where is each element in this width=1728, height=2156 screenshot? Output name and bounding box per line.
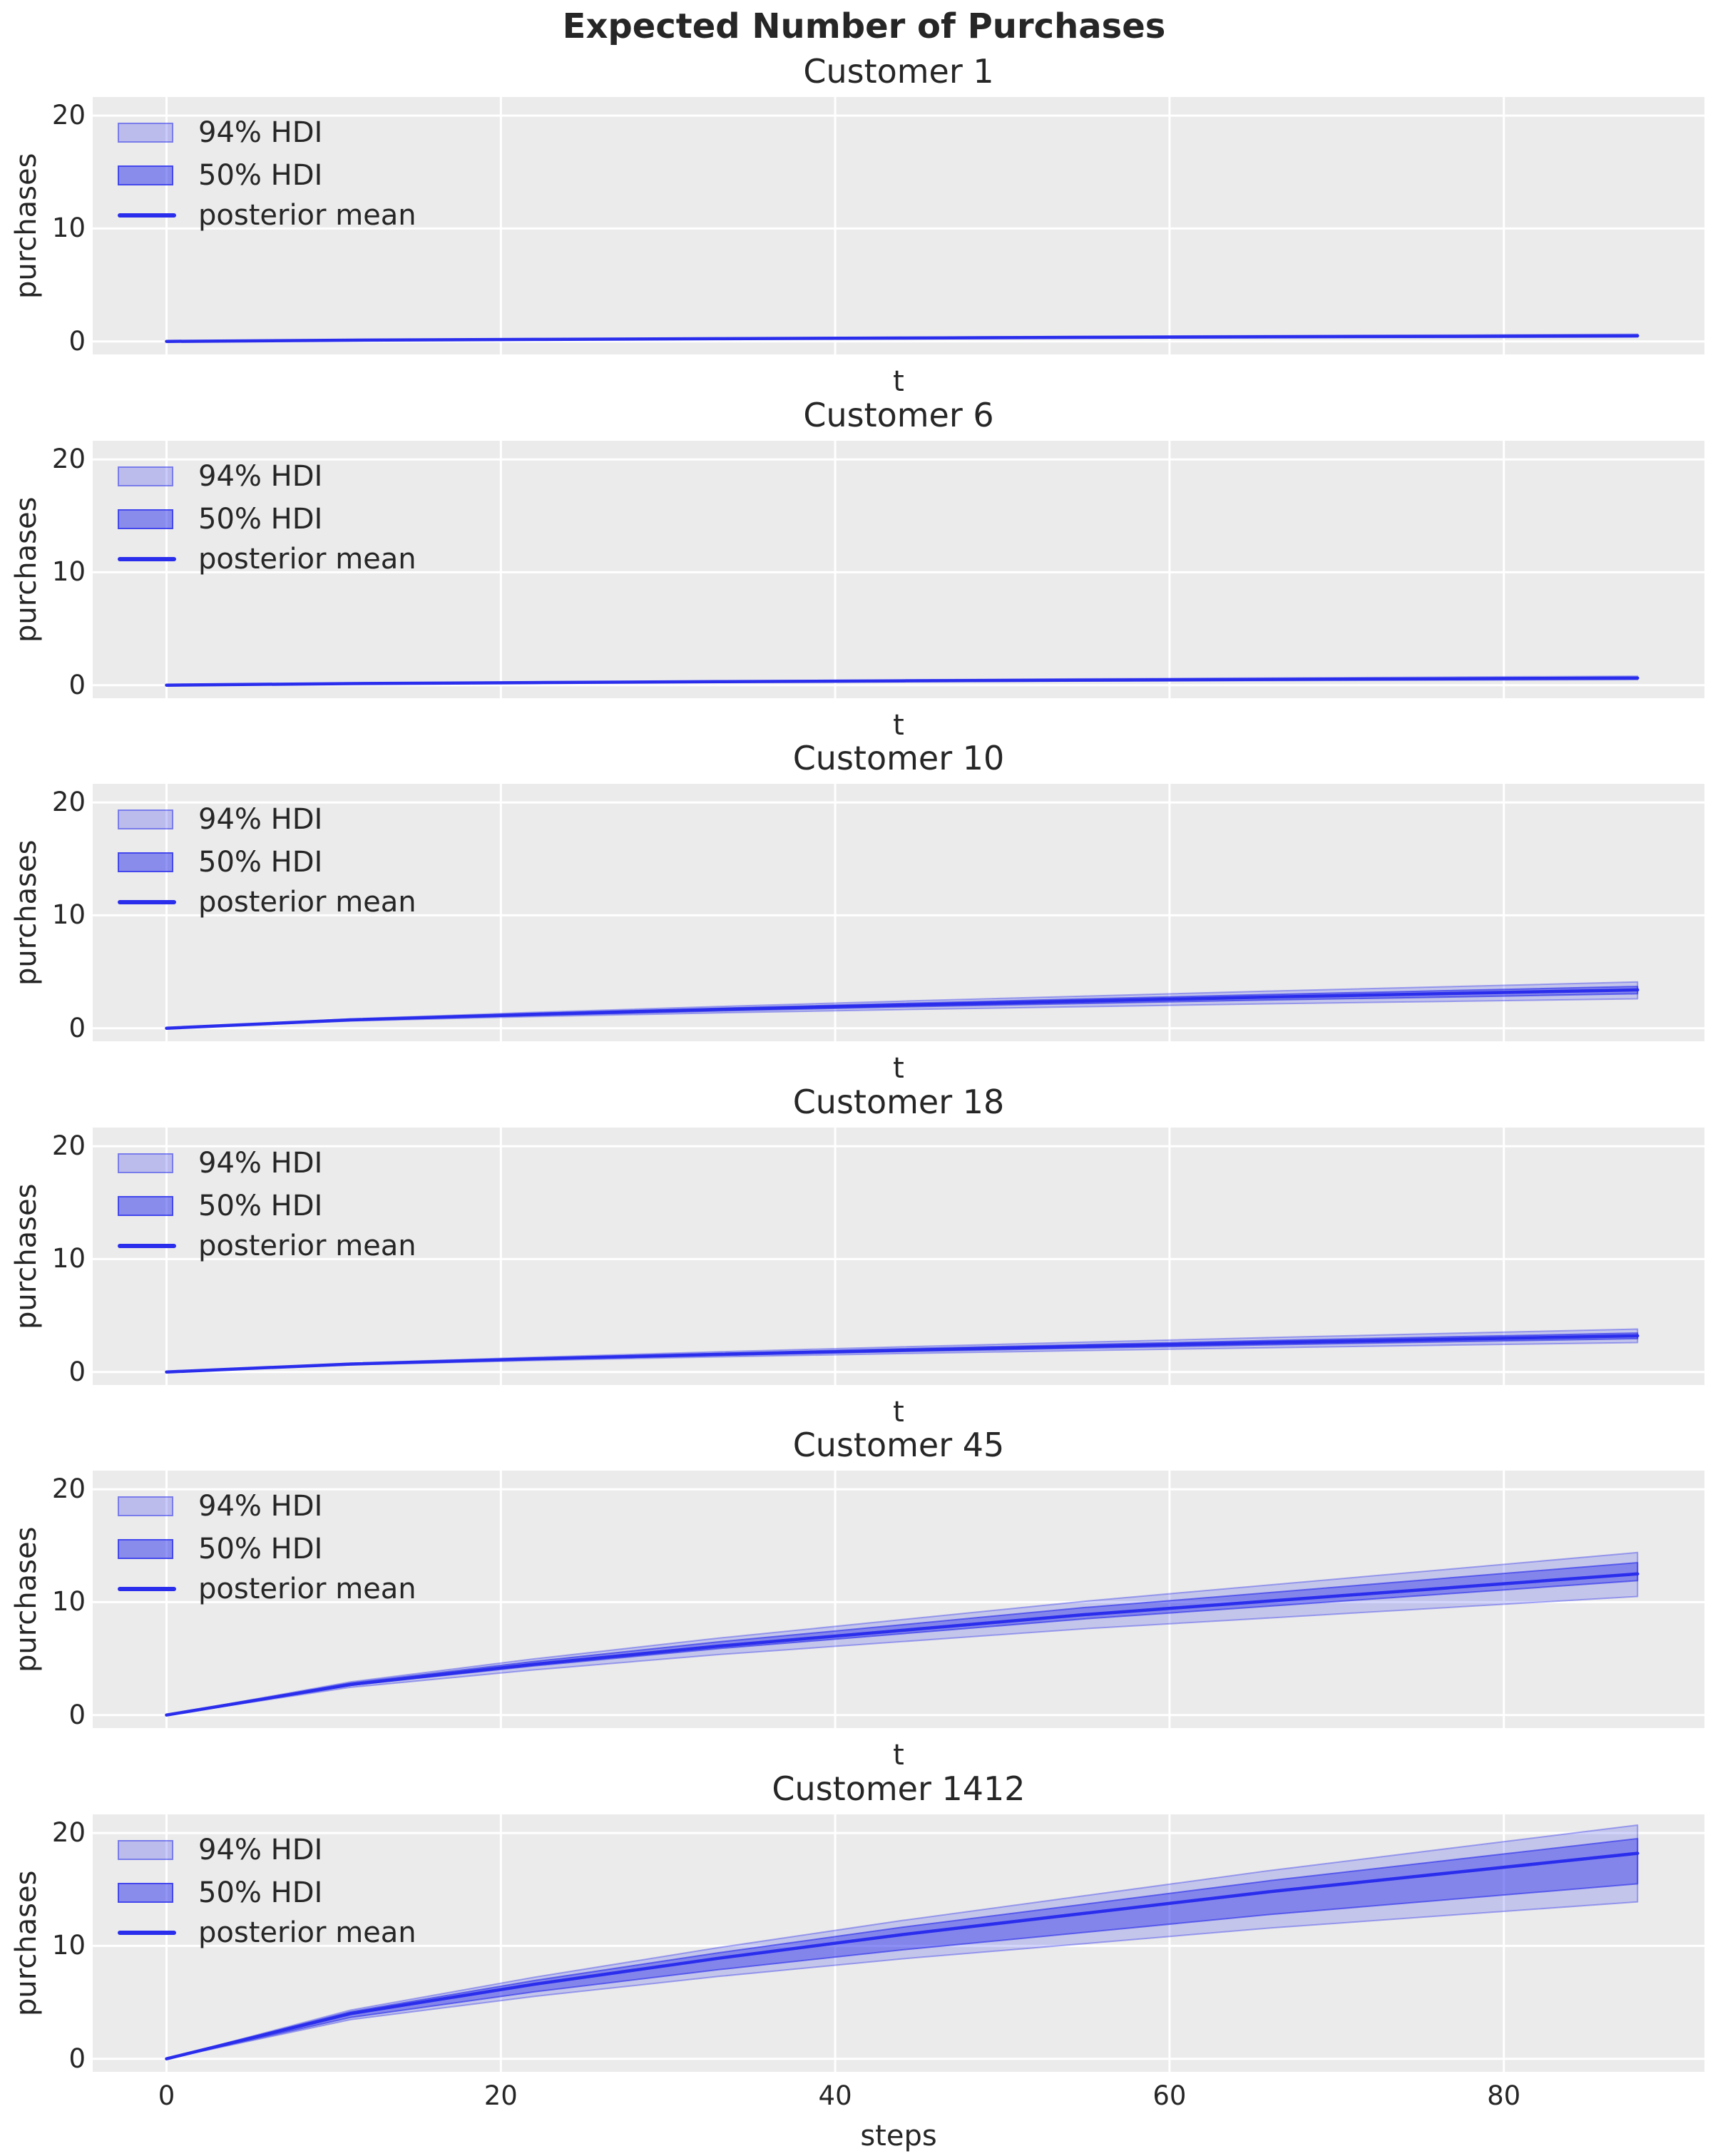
mean-line-swatch — [118, 1587, 176, 1591]
x-axis-label: steps — [860, 2120, 937, 2152]
subplot-title: Customer 45 — [792, 1426, 1005, 1464]
legend-label: 50% HDI — [198, 503, 323, 536]
y-tick-label: 10 — [51, 556, 86, 588]
legend-label: posterior mean — [198, 886, 416, 919]
legend-label: posterior mean — [198, 1916, 416, 1949]
y-tick-label: 20 — [51, 444, 86, 475]
panel-background — [93, 441, 1704, 698]
panel-background — [93, 1471, 1704, 1728]
legend-label: 50% HDI — [198, 1533, 323, 1565]
figure-title: Expected Number of Purchases — [562, 6, 1166, 46]
x-axis-label: t — [893, 365, 904, 398]
y-tick-label: 20 — [51, 787, 86, 818]
y-tick-label: 10 — [51, 899, 86, 931]
y-tick-label: 10 — [51, 213, 86, 244]
posterior-mean-line — [165, 676, 1640, 687]
legend-label: 94% HDI — [198, 460, 323, 493]
plot-area — [93, 784, 1704, 1041]
subplot-customer-4: Customer 18 purchases 0 10 20 94% HDI 50% HDI p… — [0, 1080, 1728, 1429]
panel-background — [93, 784, 1704, 1041]
hdi50-swatch — [118, 852, 173, 872]
y-tick-label: 0 — [68, 1699, 86, 1730]
legend-label: 50% HDI — [198, 1876, 323, 1909]
subplot-title: Customer 1412 — [772, 1769, 1026, 1808]
y-tick-label: 0 — [68, 325, 86, 357]
hdi50-swatch — [118, 165, 173, 185]
hdi50-swatch — [118, 509, 173, 529]
x-tick-label: 60 — [1152, 2080, 1187, 2111]
y-tick-label: 20 — [51, 1817, 86, 1849]
hdi94-swatch — [118, 466, 173, 486]
y-tick-label: 10 — [51, 1243, 86, 1274]
x-tick-label: 0 — [158, 2080, 175, 2111]
posterior-mean-line — [165, 1572, 1640, 1717]
subplot-title: Customer 6 — [803, 396, 994, 434]
posterior-mean-line — [165, 1334, 1640, 1374]
y-tick-label: 10 — [51, 1930, 86, 1961]
panel-background — [93, 97, 1704, 354]
y-tick-label: 0 — [68, 669, 86, 700]
y-tick-label: 0 — [68, 2043, 86, 2074]
posterior-mean-line — [165, 334, 1640, 343]
plot-area — [93, 1471, 1704, 1728]
hdi94-swatch — [118, 809, 173, 829]
x-axis-label: t — [893, 1052, 904, 1085]
subplot-title: Customer 18 — [792, 1083, 1005, 1121]
y-tick-label: 20 — [51, 1473, 86, 1505]
legend-label: posterior mean — [198, 1573, 416, 1605]
mean-line-swatch — [118, 900, 176, 904]
legend-label: 94% HDI — [198, 1147, 323, 1180]
x-tick-label: 40 — [818, 2080, 852, 2111]
subplot-customer-3: Customer 10 purchases 0 10 20 94% HDI 50% HDI p… — [0, 737, 1728, 1085]
legend-label: posterior mean — [198, 543, 416, 576]
hdi94-swatch — [118, 1153, 173, 1173]
hdi50-band — [165, 1838, 1639, 2060]
plot-area — [93, 97, 1704, 354]
mean-line-swatch — [118, 1244, 176, 1248]
plot-area — [93, 1128, 1704, 1385]
legend-label: 94% HDI — [198, 1490, 323, 1523]
hdi50-swatch — [118, 1196, 173, 1216]
subplot-title: Customer 10 — [792, 739, 1005, 777]
x-tick-label: 80 — [1487, 2080, 1521, 2111]
legend-label: posterior mean — [198, 199, 416, 232]
hdi94-swatch — [118, 1496, 173, 1516]
y-tick-label: 10 — [51, 1586, 86, 1618]
legend-label: 50% HDI — [198, 1190, 323, 1222]
plot-area — [93, 441, 1704, 698]
hdi50-swatch — [118, 1539, 173, 1559]
y-tick-label: 20 — [51, 1130, 86, 1162]
legend-label: 50% HDI — [198, 846, 323, 879]
panel-background — [93, 1814, 1704, 2072]
legend-label: 50% HDI — [198, 159, 323, 192]
subplot-customer-1: Customer 1 purchases 0 10 20 94% HDI 50% HDI po… — [0, 50, 1728, 398]
posterior-mean-line — [165, 1851, 1640, 2060]
legend-label: 94% HDI — [198, 1834, 323, 1866]
y-tick-label: 20 — [51, 100, 86, 131]
subplot-title: Customer 1 — [803, 52, 994, 91]
subplot-customer-5: Customer 45 purchases 0 10 20 94% HDI 50% HDI p… — [0, 1424, 1728, 1772]
plot-area — [93, 1814, 1704, 2072]
legend-label: 94% HDI — [198, 116, 323, 149]
x-axis-label: t — [893, 1396, 904, 1429]
hdi94-swatch — [118, 123, 173, 143]
hdi94-swatch — [118, 1840, 173, 1860]
hdi50-swatch — [118, 1883, 173, 1903]
y-tick-label: 0 — [68, 1356, 86, 1387]
mean-line-swatch — [118, 1931, 176, 1935]
x-axis-label: t — [893, 709, 904, 742]
legend-label: 94% HDI — [198, 803, 323, 836]
x-tick-label: 20 — [484, 2080, 518, 2111]
x-axis-label: t — [893, 1739, 904, 1772]
posterior-mean-line — [165, 988, 1640, 1030]
y-tick-label: 0 — [68, 1012, 86, 1043]
mean-line-swatch — [118, 213, 176, 218]
legend-label: posterior mean — [198, 1230, 416, 1262]
subplot-customer-6: Customer 1412 purchases 0 10 20 94% HDI 50% HD… — [0, 1767, 1728, 2156]
mean-line-swatch — [118, 557, 176, 561]
subplot-customer-2: Customer 6 purchases 0 10 20 94% HDI 50% HDI po… — [0, 394, 1728, 742]
